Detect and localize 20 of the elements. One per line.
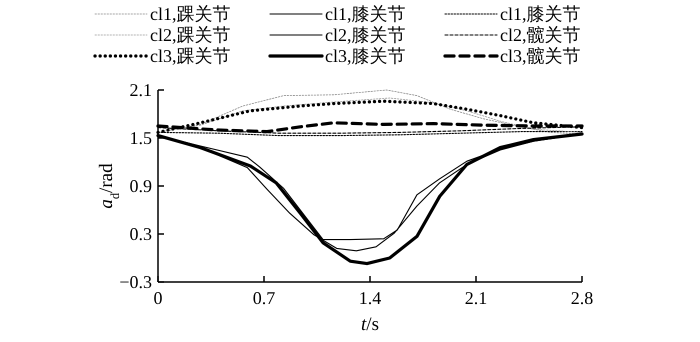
x-tick-label: 2.8 [570, 288, 594, 308]
x-tick-label: 2.1 [464, 288, 488, 308]
legend-label: cl2,髋关节 [500, 25, 580, 45]
legend-label: cl3,踝关节 [150, 46, 230, 66]
y-tick-label: 2.1 [130, 80, 152, 100]
legend-label: cl1,膝关节 [500, 4, 580, 24]
x-axis-title: t/s [361, 314, 379, 335]
legend-label: cl2,踝关节 [150, 25, 230, 45]
legend-label: cl2,膝关节 [325, 25, 406, 45]
y-tick-label: −0.3 [119, 272, 152, 292]
y-tick-label: 0.9 [130, 176, 152, 196]
legend-label: cl3,髋关节 [500, 46, 580, 66]
legend-label: cl1,膝关节 [325, 4, 406, 24]
y-tick-label: 1.5 [130, 128, 152, 148]
legend-label: cl3,膝关节 [325, 46, 406, 66]
x-tick-label: 0.7 [252, 288, 276, 308]
y-tick-label: 0.3 [130, 224, 152, 244]
x-tick-label: 1.4 [358, 288, 382, 308]
legend-label: cl1,踝关节 [150, 4, 230, 24]
x-tick-label: 0 [154, 288, 162, 308]
